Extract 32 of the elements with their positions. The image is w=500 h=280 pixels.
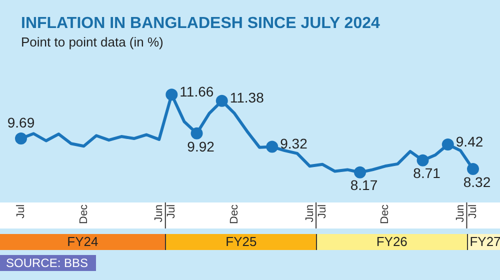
point bbox=[467, 163, 479, 176]
x-tick-label: Dec bbox=[78, 204, 90, 224]
point bbox=[416, 154, 429, 166]
x-tick-label: Jun bbox=[454, 204, 466, 222]
x-tick-label: Jul bbox=[467, 204, 480, 218]
chart-subtitle: Point to point data (in %) bbox=[21, 34, 164, 50]
data-label: 8.17 bbox=[350, 177, 378, 194]
data-label: 9.42 bbox=[456, 133, 484, 150]
x-tick-label: Dec bbox=[379, 204, 392, 224]
x-tick-label: Jun bbox=[304, 204, 316, 222]
x-tick-label: Jul bbox=[15, 204, 28, 218]
point bbox=[15, 132, 27, 145]
source-note: SOURCE: BBS bbox=[0, 255, 96, 271]
x-tick-label: Jul bbox=[166, 204, 178, 218]
data-label: 9.92 bbox=[187, 138, 215, 154]
chart-title: INFLATION IN BANGLADESH SINCE JULY 2024 bbox=[21, 15, 380, 32]
point bbox=[216, 94, 228, 107]
point bbox=[442, 138, 454, 151]
point bbox=[190, 127, 203, 140]
point bbox=[166, 88, 178, 101]
x-tick-label: Jul bbox=[316, 204, 328, 218]
fiscal-year-strip: FY24 FY25 FY26 FY27 bbox=[0, 234, 500, 250]
data-label: 9.69 bbox=[7, 114, 35, 130]
x-tick-label: Dec bbox=[228, 204, 240, 224]
point bbox=[266, 140, 278, 153]
data-label: 11.66 bbox=[180, 84, 214, 100]
data-label: 9.32 bbox=[280, 136, 308, 152]
x-tick-label: Jun bbox=[153, 204, 166, 222]
data-label: 11.38 bbox=[230, 90, 264, 106]
data-label: 8.32 bbox=[463, 174, 491, 190]
data-label: 8.71 bbox=[413, 165, 441, 182]
point bbox=[354, 166, 366, 178]
